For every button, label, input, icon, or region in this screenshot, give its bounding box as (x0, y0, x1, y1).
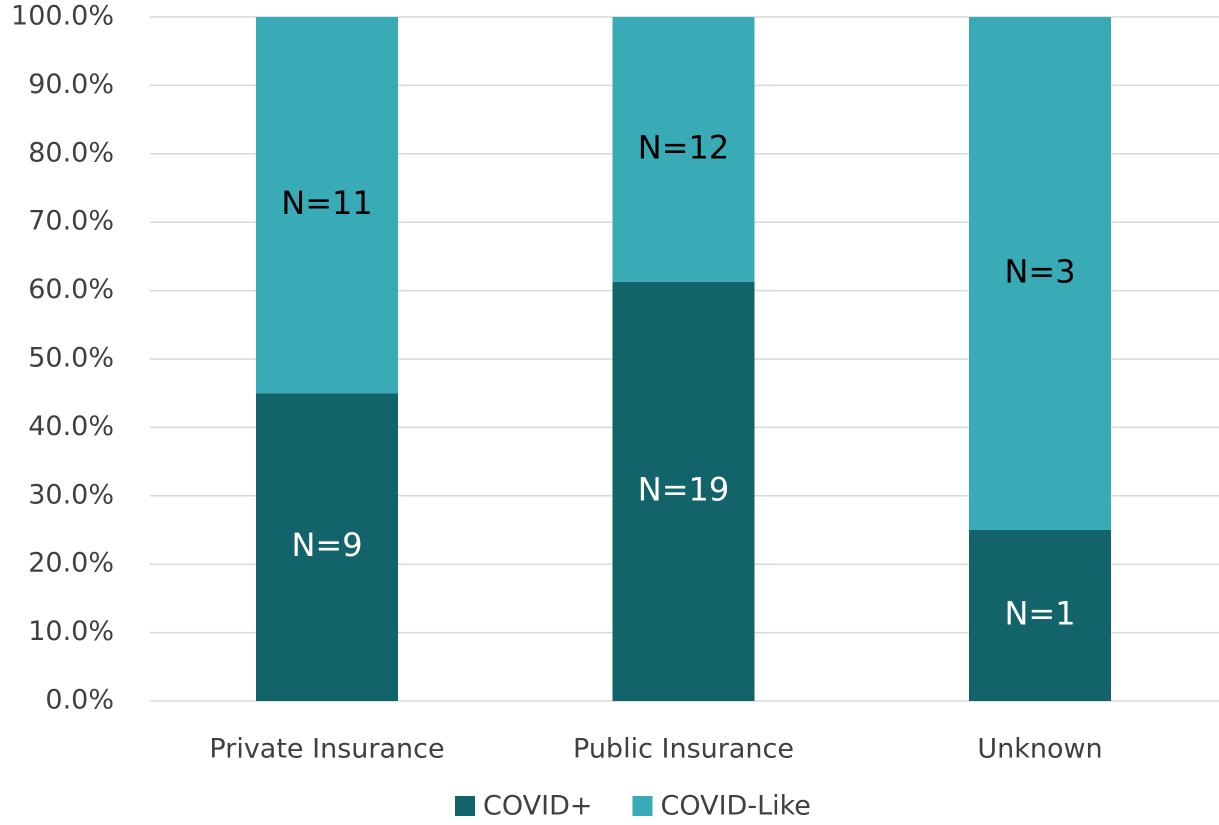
legend-label: COVID+ (483, 791, 592, 822)
y-tick-label: 60.0% (28, 274, 114, 305)
y-tick-label: 40.0% (28, 411, 114, 442)
bar-segment (612, 281, 755, 701)
data-label: N=12 (638, 128, 729, 166)
data-label: N=1 (1004, 595, 1075, 633)
bar-segment (256, 17, 398, 394)
y-tick-label: 100.0% (11, 1, 114, 32)
legend-label: COVID-Like (660, 791, 810, 822)
legend-swatch (455, 796, 475, 816)
y-tick-label: 30.0% (28, 479, 114, 510)
bar-segment (612, 17, 755, 282)
x-tick-label: Private Insurance (209, 734, 444, 765)
data-label: N=11 (281, 184, 372, 222)
data-label: N=3 (1004, 253, 1075, 291)
data-label: N=19 (638, 470, 729, 508)
y-tick-label: 50.0% (28, 343, 114, 374)
y-tick-label: 80.0% (28, 137, 114, 168)
x-tick-label: Public Insurance (573, 734, 794, 765)
y-tick-label: 90.0% (28, 69, 114, 100)
bar-segment (256, 393, 398, 701)
legend-swatch (632, 796, 653, 816)
bar-segment (969, 17, 1111, 530)
y-tick-label: 0.0% (45, 685, 114, 716)
y-tick-label: 10.0% (28, 616, 114, 647)
y-tick-label: 20.0% (28, 548, 114, 579)
bar-segment (969, 530, 1111, 701)
data-label: N=9 (291, 526, 362, 564)
y-tick-label: 70.0% (28, 206, 114, 237)
x-tick-label: Unknown (977, 734, 1102, 765)
